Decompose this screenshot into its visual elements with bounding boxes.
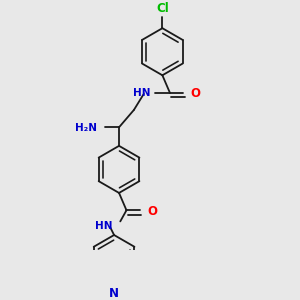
Text: H₂N: H₂N bbox=[75, 123, 97, 133]
Text: HN: HN bbox=[133, 88, 150, 98]
Text: O: O bbox=[191, 87, 201, 100]
Text: N: N bbox=[109, 287, 119, 300]
Text: HN: HN bbox=[95, 221, 113, 231]
Text: Cl: Cl bbox=[156, 2, 169, 15]
Text: O: O bbox=[148, 205, 158, 218]
